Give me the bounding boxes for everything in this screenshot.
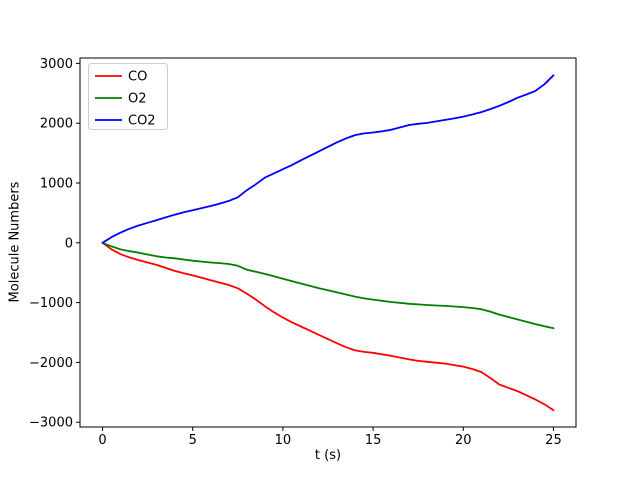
y-tick-label: 2000 [40,117,73,132]
legend-box [88,63,168,130]
y-tick-label: 3000 [40,57,73,72]
legend-label-O2: O2 [128,92,147,107]
x-axis-title: t (s) [314,448,342,463]
x-tick-label: 25 [545,433,562,448]
series-line-CO [101,241,555,412]
y-tick-label: −1000 [29,296,73,311]
x-tick-label: 0 [98,433,106,448]
legend-label-CO2: CO2 [128,114,156,129]
x-tick-label: 15 [365,433,382,448]
legend: CO O2 CO2 [88,63,168,130]
y-tick-label: −2000 [29,356,73,371]
x-tick-label: 5 [189,433,197,448]
y-tick-label: 1000 [40,176,73,191]
y-axis-title: Molecule Numbers [7,181,23,303]
x-tick-label: 20 [455,433,472,448]
x-tick-label: 10 [275,433,292,448]
legend-label-CO: CO [128,70,147,85]
y-tick-label: 0 [65,236,73,251]
y-tick-label: −3000 [29,416,73,431]
series-line-CO2 [101,74,555,244]
series-line-O2 [101,241,555,330]
